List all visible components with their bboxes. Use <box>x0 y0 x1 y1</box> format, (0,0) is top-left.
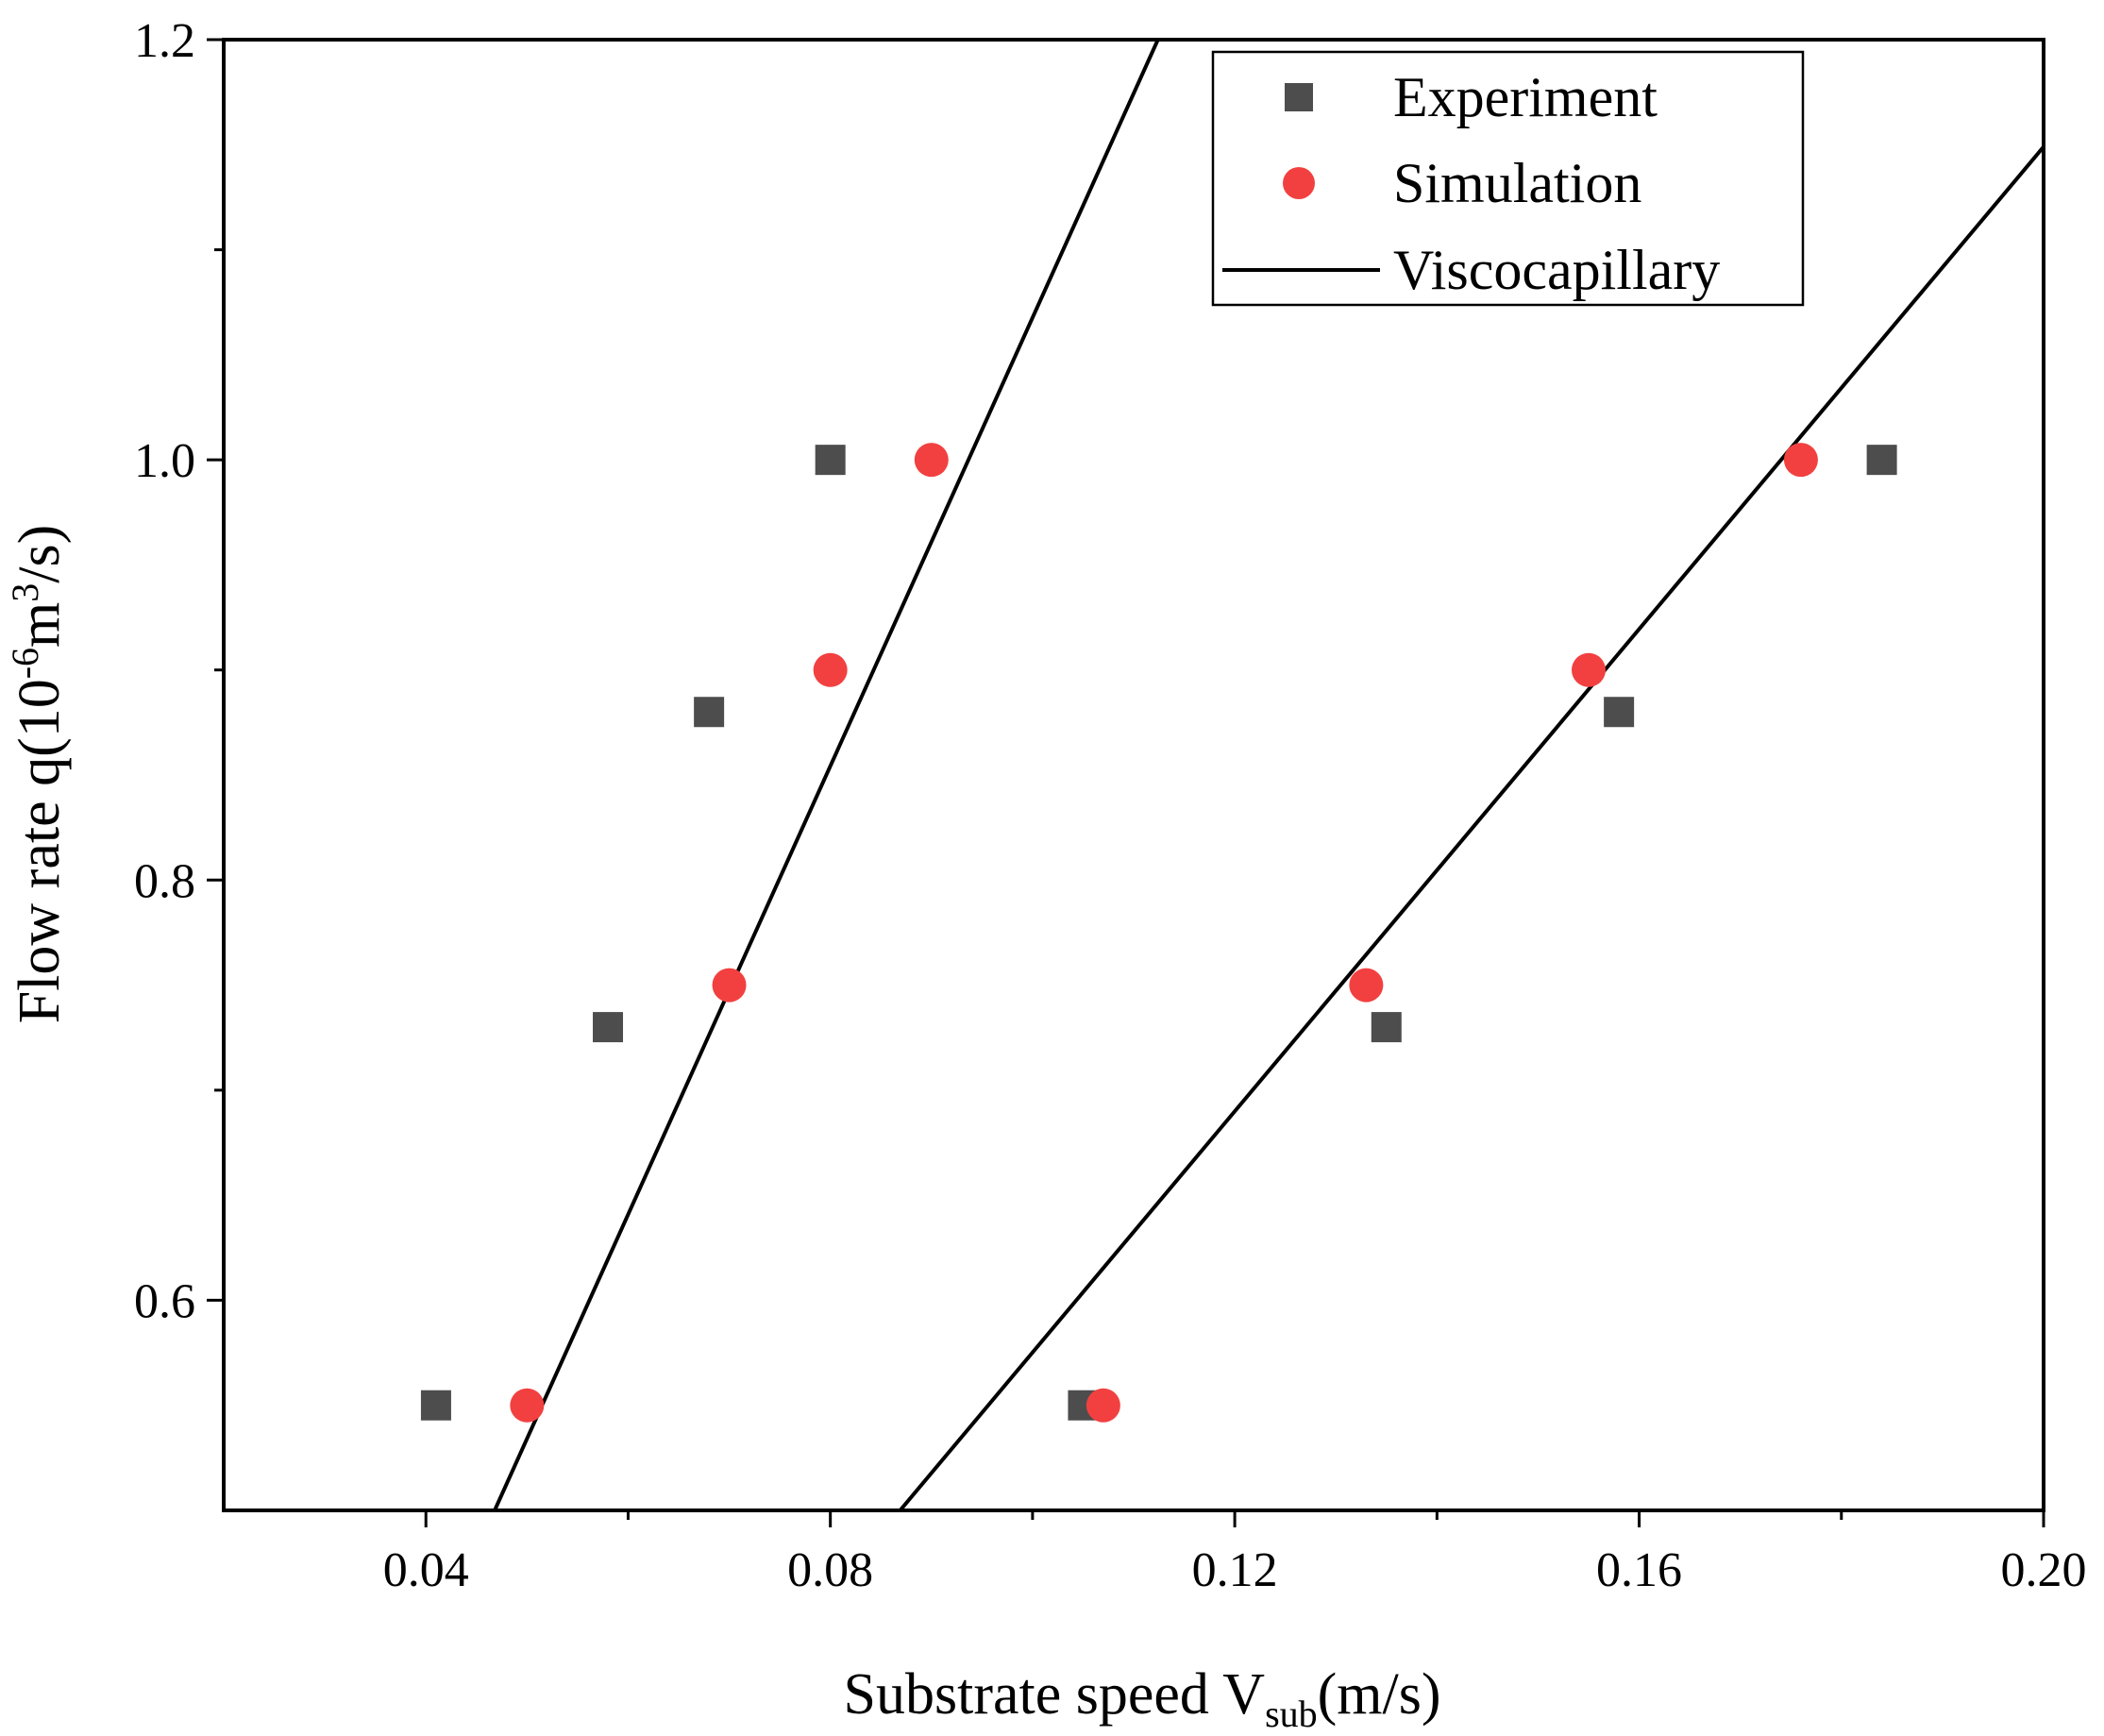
plot-frame <box>222 38 2045 1512</box>
legend-simulation-marker <box>1283 167 1315 199</box>
simulation-point <box>1349 968 1384 1003</box>
simulation-point <box>914 443 949 478</box>
experiment-point <box>593 1012 624 1043</box>
simulation-point <box>1086 1388 1120 1423</box>
axis-ticks <box>207 38 2045 1527</box>
legend-experiment-marker <box>1285 83 1313 111</box>
y-axis-title-tail: /s) <box>8 525 72 583</box>
experiment-point <box>1604 697 1635 728</box>
experiment-point <box>1866 445 1897 476</box>
x-axis-title-subscript: sub <box>1265 1693 1318 1735</box>
simulation-point <box>813 652 848 687</box>
y-axis-title-main: Flow rate q(10 <box>8 679 72 1023</box>
y-tick-label: 0.6 <box>134 1274 195 1328</box>
y-tick-label: 1.0 <box>134 434 195 488</box>
x-tick-label: 0.08 <box>787 1543 873 1597</box>
y-axis-title-sup1: -6 <box>4 648 46 679</box>
x-tick-label: 0.20 <box>2001 1543 2087 1597</box>
viscocapillary-line <box>899 145 2044 1510</box>
legend: Experiment Simulation Viscocapillary <box>1211 50 1805 307</box>
simulation-point <box>1572 652 1606 687</box>
experiment-point <box>815 445 846 476</box>
experiment-point <box>1371 1012 1402 1043</box>
viscocapillary-line <box>493 40 1160 1510</box>
legend-simulation-label: Simulation <box>1393 152 1641 214</box>
y-tick-label: 1.2 <box>134 14 195 68</box>
legend-experiment-label: Experiment <box>1393 66 1658 128</box>
simulation-point <box>510 1388 545 1423</box>
y-tick-label: 0.8 <box>134 854 195 908</box>
x-tick-label: 0.12 <box>1192 1543 1278 1597</box>
legend-viscocapillary-label: Viscocapillary <box>1393 239 1720 301</box>
x-tick-label: 0.04 <box>383 1543 469 1597</box>
experiment-point <box>694 697 725 728</box>
x-axis-title-main: Substrate speed V <box>843 1662 1265 1727</box>
simulation-point <box>712 968 747 1003</box>
x-axis-title: Substrate speed Vsub(m/s) <box>843 1662 1440 1735</box>
y-axis-title: Flow rate q(10-6m3/s) <box>4 525 72 1024</box>
y-axis-title-sup2: 3 <box>4 583 46 602</box>
x-tick-label: 0.16 <box>1596 1543 1682 1597</box>
y-axis-title-mid: m <box>8 602 72 648</box>
viscocapillary-lines <box>493 40 2044 1510</box>
x-axis-title-tail: (m/s) <box>1318 1662 1441 1727</box>
axis-tick-labels: 0.04 0.08 0.12 0.16 0.20 0.6 0.8 1.0 1.2 <box>134 14 2087 1597</box>
experiment-point <box>420 1390 451 1421</box>
data-markers <box>420 443 1897 1423</box>
simulation-point <box>1783 443 1818 478</box>
